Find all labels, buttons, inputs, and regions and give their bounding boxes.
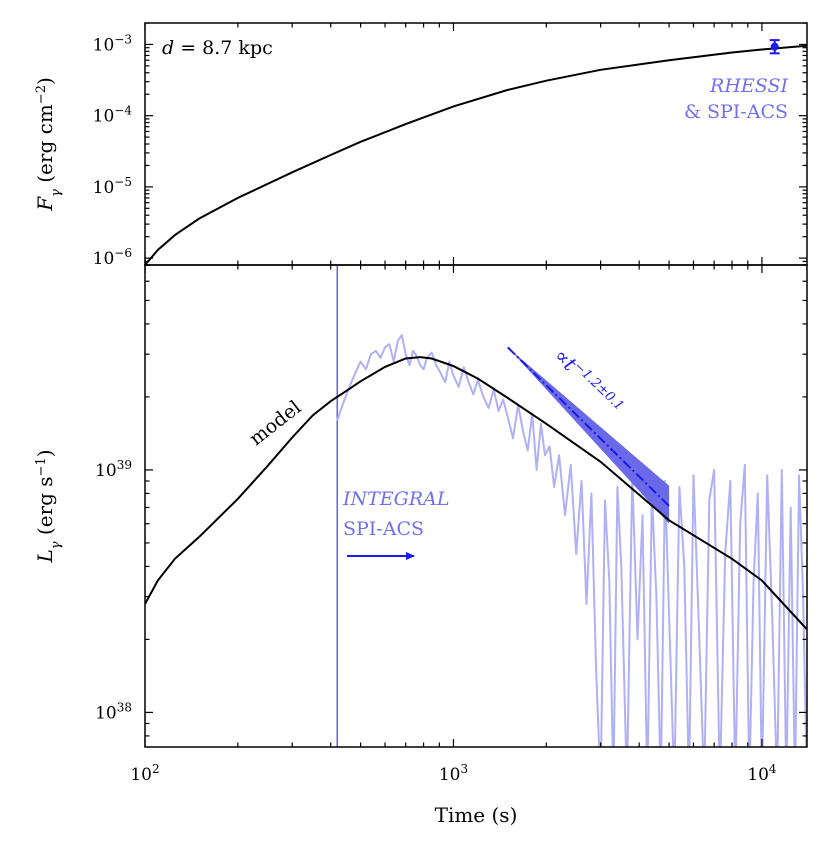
integral-label: INTEGRAL [342, 488, 450, 510]
top-axis-ticks [144, 22, 807, 266]
bottom-model-line [145, 356, 807, 631]
power-law-label: ∝t−1.2±0.1 [550, 343, 628, 419]
x-tick-label-exponent: 4 [769, 762, 777, 776]
bottom-y-tick-label-base: 10 [95, 703, 117, 723]
rhessi-suffix-label: & SPI-ACS [684, 101, 788, 123]
bottom-y-tick-label-exponent: 38 [117, 700, 132, 714]
top-y-tick-label-exponent: −6 [114, 246, 132, 260]
top-y-tick-label-base: 10 [93, 249, 115, 269]
x-tick-label-exponent: 2 [152, 762, 160, 776]
x-tick-label-base: 10 [439, 765, 461, 785]
x-tick-label: 102 [130, 762, 159, 785]
top-plot-area [145, 39, 807, 265]
spi-acs-label: SPI-ACS [343, 518, 424, 540]
top-y-tick-label: 10−6 [93, 246, 132, 269]
x-tick-label-base: 10 [130, 765, 152, 785]
top-y-tick-label-base: 10 [93, 35, 115, 55]
top-model-line [145, 44, 807, 265]
distance-symbol: d [162, 37, 174, 59]
bottom-frame [144, 264, 808, 748]
top-y-tick-label: 10−4 [93, 104, 133, 127]
bottom-y-tick-label-base: 10 [95, 461, 117, 481]
x-tick-label-base: 10 [747, 765, 769, 785]
bottom-axis-ticks [144, 264, 807, 747]
x-tick-label-exponent: 3 [460, 762, 468, 776]
top-y-tick-labels: 10−610−510−410−3 [93, 32, 133, 269]
top-y-tick-label-exponent: −3 [114, 32, 132, 46]
bottom-y-tick-label: 1039 [95, 458, 132, 481]
top-y-tick-label-exponent: −4 [114, 104, 132, 118]
powerlaw-uncertainty-band [507, 347, 670, 524]
top-panel: 10−610−510−410−3 d = 8.7 kpc RHESSI & SP… [33, 22, 808, 269]
x-tick-label: 104 [747, 762, 777, 785]
bottom-y-tick-label: 1038 [95, 700, 132, 723]
x-tick-label: 103 [439, 762, 468, 785]
x-tick-labels: 102 103 104 [130, 762, 777, 785]
bottom-y-axis-label: Lγ (erg s−1) [33, 449, 64, 563]
top-frame [144, 22, 808, 266]
model-label: model [245, 396, 305, 450]
bottom-y-tick-label-exponent: 39 [117, 458, 132, 472]
rhessi-datapoint [770, 42, 779, 51]
integral-lightcurve-line [336, 334, 807, 747]
distance-value: = 8.7 kpc [174, 37, 273, 59]
distance-label: d = 8.7 kpc [162, 37, 273, 59]
bottom-plot-area [145, 265, 807, 747]
top-y-tick-label-exponent: −5 [114, 175, 132, 189]
top-y-tick-label-base: 10 [93, 107, 115, 127]
rhessi-label: RHESSI [709, 75, 788, 97]
top-y-tick-label: 10−3 [93, 32, 132, 55]
x-axis-label: Time (s) [435, 803, 518, 827]
powerlaw-fit-line [507, 346, 670, 507]
top-y-tick-label: 10−5 [93, 175, 132, 198]
top-y-axis-label: Fγ (erg cm−2) [33, 77, 64, 212]
top-y-tick-label-base: 10 [93, 178, 115, 198]
